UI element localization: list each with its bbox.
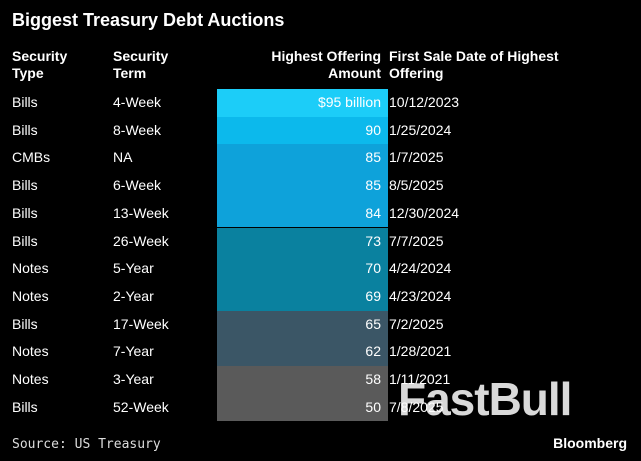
brand: Bloomberg xyxy=(553,435,627,451)
source: Source: US Treasury xyxy=(12,437,161,452)
cell: 13-Week xyxy=(113,204,169,221)
cell: Bills xyxy=(12,315,38,332)
cell: Bills xyxy=(12,177,38,194)
watermark: FastBull xyxy=(398,373,572,425)
cell: 4-Week xyxy=(113,94,161,110)
cell: Bills xyxy=(12,232,38,249)
cell: 73 xyxy=(365,232,381,249)
cell: 70 xyxy=(365,260,381,277)
cell: 65 xyxy=(365,315,381,332)
cell: 58 xyxy=(365,371,381,387)
column-header: Highest Offering Amount xyxy=(271,48,381,81)
cell: 8-Week xyxy=(113,121,161,138)
cell: Notes xyxy=(12,371,49,387)
amount-cell-bg xyxy=(217,366,388,394)
title: Biggest Treasury Debt Auctions xyxy=(12,10,285,30)
column-header: Security Type xyxy=(12,48,68,81)
cell: CMBs xyxy=(12,149,51,166)
cell: 52-Week xyxy=(113,398,169,415)
amount-cell-bg xyxy=(217,282,388,311)
cell: Bills xyxy=(12,398,38,415)
amount-cell-bg xyxy=(217,199,388,228)
cell: 7-Year xyxy=(113,343,154,360)
cell: $95 billion xyxy=(317,94,381,110)
cell: 3-Year xyxy=(113,371,154,387)
amount-cell-bg xyxy=(217,393,388,422)
column-header: Security Term xyxy=(113,48,169,81)
cell: 5-Year xyxy=(113,260,154,277)
cell: 26-Week xyxy=(113,232,169,249)
amount-cell-bg xyxy=(217,338,388,366)
amount-cell-bg xyxy=(217,144,388,173)
cell: 17-Week xyxy=(113,315,169,332)
cell: Bills xyxy=(12,94,38,110)
cell: 6-Week xyxy=(113,177,161,194)
amount-cell-bg xyxy=(217,89,388,117)
cell: 12/30/2024 xyxy=(389,204,460,221)
cell: 10/12/2023 xyxy=(389,94,460,110)
cell: 85 xyxy=(365,177,381,194)
cell: 84 xyxy=(365,204,381,221)
cell: 4/23/2024 xyxy=(389,287,452,304)
cell: Notes xyxy=(12,260,49,277)
cell: 50 xyxy=(365,398,381,415)
cell: 4/24/2024 xyxy=(389,260,452,277)
cell: NA xyxy=(113,149,133,166)
cell: 7/7/2025 xyxy=(389,232,444,249)
cell: 85 xyxy=(365,149,381,166)
amount-cell-bg xyxy=(217,255,388,283)
cell: Notes xyxy=(12,287,49,304)
amount-cell-bg xyxy=(217,172,388,200)
amount-cell-bg xyxy=(217,116,388,145)
cell: 1/7/2025 xyxy=(389,149,444,166)
cell: 7/8/2025 xyxy=(389,398,444,415)
cell: 1/11/2021 xyxy=(389,371,451,387)
amount-cell-bg xyxy=(217,227,388,256)
cell: Notes xyxy=(12,343,49,360)
cell: 90 xyxy=(365,121,381,138)
column-header: First Sale Date of Highest Offering xyxy=(389,48,559,81)
cell: 2-Year xyxy=(113,287,154,304)
cell: Bills xyxy=(12,121,38,138)
cell: 1/28/2021 xyxy=(389,343,452,360)
cell: Bills xyxy=(12,204,38,221)
cell: 1/25/2024 xyxy=(389,121,452,138)
cell: 7/2/2025 xyxy=(389,315,444,332)
amount-cell-bg xyxy=(217,310,388,339)
cell: 62 xyxy=(365,343,381,360)
cell: 69 xyxy=(365,287,381,304)
cell: 8/5/2025 xyxy=(389,177,444,194)
